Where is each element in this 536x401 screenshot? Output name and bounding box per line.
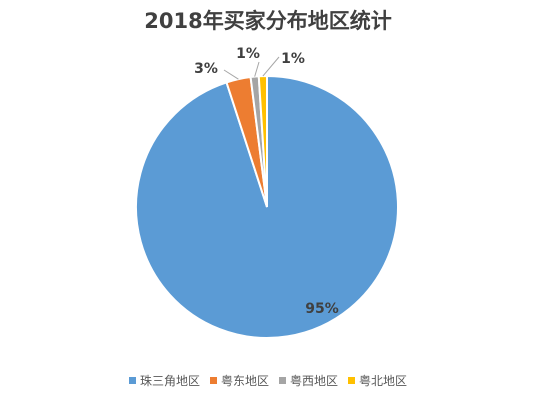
legend-item-2: 粤西地区	[279, 372, 338, 389]
leader-line-2	[254, 61, 260, 77]
legend-swatch-0	[128, 377, 136, 384]
legend-swatch-2	[279, 377, 286, 384]
legend-swatch-1	[209, 377, 217, 384]
pie-slice-3	[257, 74, 268, 208]
leader-line-3	[262, 56, 280, 77]
leader-line-1	[223, 69, 239, 80]
legend-label-2: 粤西地区	[290, 374, 339, 388]
data-label-1: 3%	[194, 61, 218, 77]
legend-label-0: 珠三角地区	[139, 374, 200, 388]
legend-label-1: 粤东地区	[220, 374, 269, 388]
data-label-2: 1%	[236, 46, 260, 62]
legend-swatch-3	[348, 377, 356, 384]
legend: 珠三角地区 粤东地区 粤西地区 粤北地区	[0, 372, 536, 389]
legend-item-3: 粤北地区	[348, 372, 407, 389]
data-label-3: 1%	[281, 51, 305, 67]
data-label-0: 95%	[305, 301, 339, 317]
legend-item-0: 珠三角地区	[128, 372, 200, 389]
legend-label-3: 粤北地区	[359, 374, 408, 388]
chart-title: 2018年买家分布地区统计	[144, 9, 392, 33]
legend-item-1: 粤东地区	[209, 372, 269, 389]
